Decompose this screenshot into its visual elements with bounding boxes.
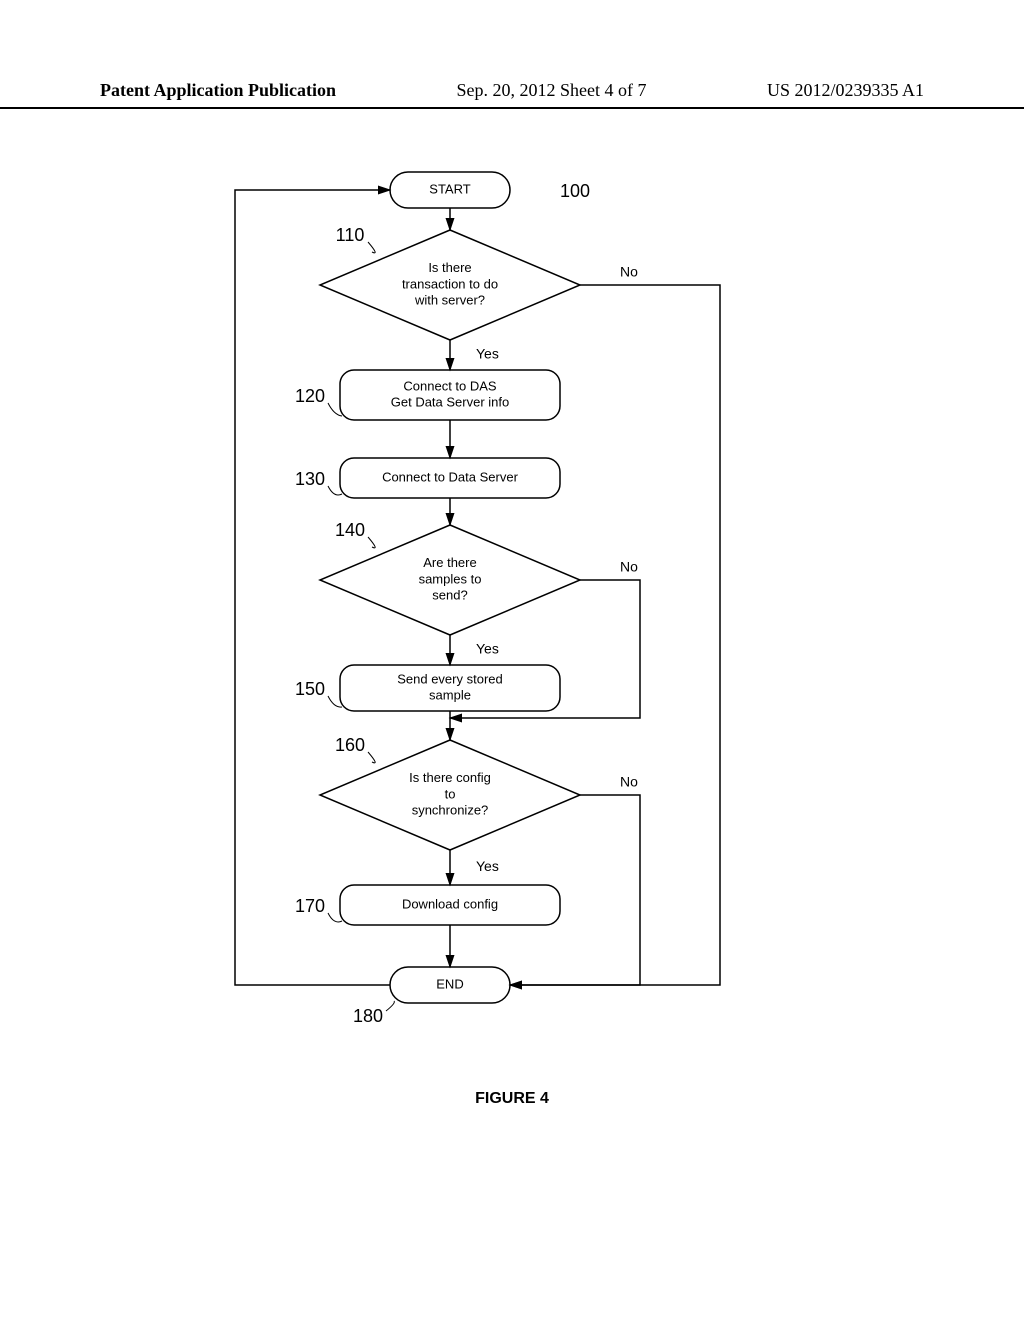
svg-text:180: 180 (353, 1006, 383, 1026)
svg-text:Send every stored: Send every stored (397, 671, 503, 686)
svg-text:Get Data Server info: Get Data Server info (391, 395, 510, 410)
svg-text:send?: send? (432, 588, 467, 603)
svg-text:Connect to Data Server: Connect to Data Server (382, 469, 519, 484)
svg-text:Is there config: Is there config (409, 770, 491, 785)
svg-text:Yes: Yes (476, 346, 499, 362)
svg-text:140: 140 (335, 520, 365, 540)
svg-text:with server?: with server? (414, 293, 485, 308)
svg-text:100: 100 (560, 181, 590, 201)
svg-text:No: No (620, 264, 638, 280)
svg-text:150: 150 (295, 679, 325, 699)
svg-text:110: 110 (336, 225, 365, 245)
svg-text:END: END (436, 976, 463, 991)
svg-text:130: 130 (295, 469, 325, 489)
svg-text:Are there: Are there (423, 555, 476, 570)
svg-text:Is there: Is there (428, 260, 471, 275)
svg-text:Yes: Yes (476, 641, 499, 657)
svg-text:sample: sample (429, 688, 471, 703)
svg-text:Yes: Yes (476, 858, 499, 874)
svg-text:synchronize?: synchronize? (412, 803, 489, 818)
svg-text:120: 120 (295, 386, 325, 406)
svg-text:Download config: Download config (402, 896, 498, 911)
svg-text:transaction to do: transaction to do (402, 276, 498, 291)
svg-text:170: 170 (295, 896, 325, 916)
svg-text:Connect to DAS: Connect to DAS (403, 378, 497, 393)
svg-text:samples to: samples to (419, 571, 482, 586)
svg-text:160: 160 (335, 735, 365, 755)
svg-text:START: START (429, 181, 470, 196)
svg-text:to: to (445, 786, 456, 801)
figure-label: FIGURE 4 (0, 1090, 1024, 1108)
page-container: Patent Application Publication Sep. 20, … (0, 0, 1024, 1320)
svg-text:No: No (620, 559, 638, 575)
svg-text:No: No (620, 774, 638, 790)
flowchart-svg: START Is theretransaction to do with serve… (0, 0, 1024, 1100)
